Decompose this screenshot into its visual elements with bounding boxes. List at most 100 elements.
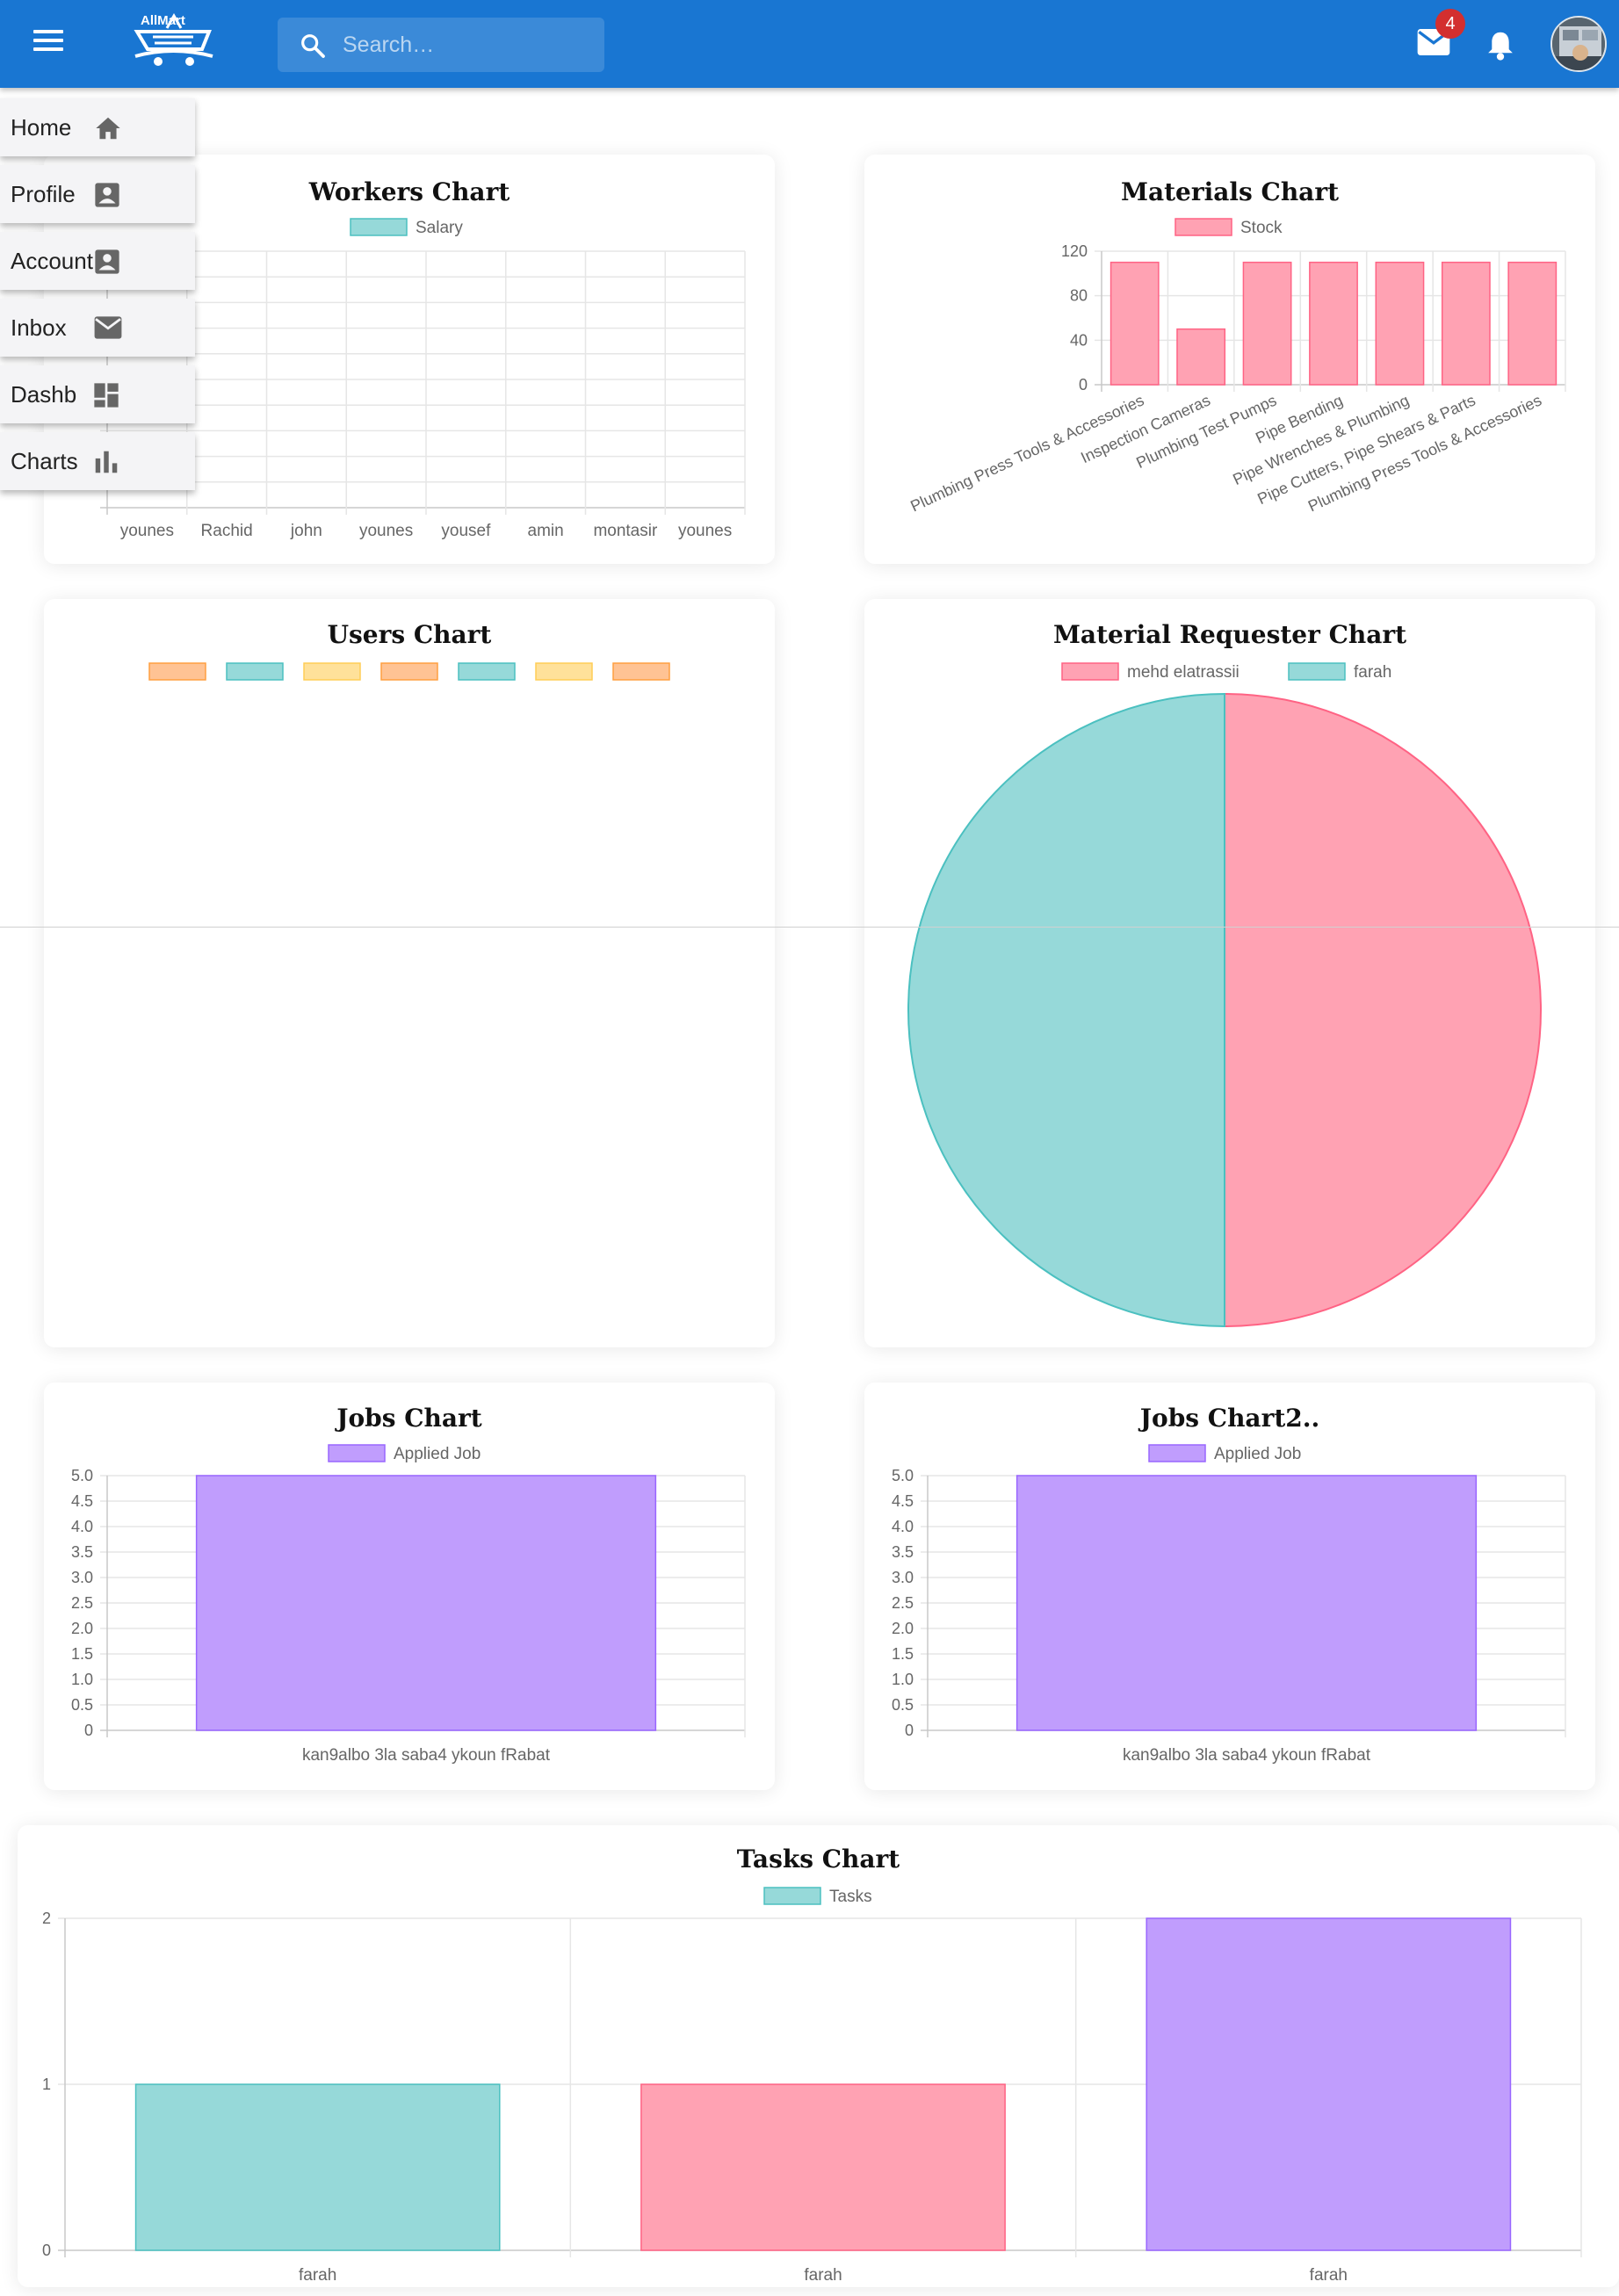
account-box-icon [95,183,119,207]
chart-bar [1441,261,1491,386]
y-tick-label: 1.0 [71,1671,93,1688]
y-tick-label: 3.5 [892,1543,914,1561]
y-tick-label: 2 [42,1910,51,1927]
home-icon [96,117,120,140]
pie-slice [907,692,1225,1328]
workers-chart-card: Workers Chart Salary younes Rachid john youn… [44,155,775,564]
y-tick-label: 3.5 [71,1543,93,1561]
material-requester-chart: mehd elatrassii farah [907,662,1542,1328]
y-tick-label: 5.0 [892,1467,914,1484]
y-tick-label: 0.5 [71,1696,93,1714]
account-box-icon [95,249,119,274]
legend-swatch [1288,662,1346,681]
tasks-chart-card: Tasks Chart Tasks 2 1 0 farah farah farah [18,1825,1619,2287]
chart-bar [1015,1475,1478,1731]
legend-swatch [1148,1444,1206,1462]
x-tick-label: Rachid [201,522,253,540]
dashboard-icon [94,383,119,408]
legend-label: mehd elatrassii [1127,663,1240,682]
sidebar-item-charts[interactable]: Charts [0,432,195,490]
chart-bar [1242,261,1292,386]
sidebar-item-label: Inbox [11,314,67,341]
y-tick-label: 1.5 [892,1645,914,1663]
y-tick-label: 1.5 [71,1645,93,1663]
y-tick-label: 4.5 [892,1492,914,1510]
x-tick-label: younes [120,522,174,540]
legend-swatch [763,1887,821,1905]
material-requester-chart-card: Material Requester Chart mehd elatrassii… [864,599,1595,1347]
legend-swatch [612,662,670,681]
legend-swatch [303,662,361,681]
sidebar-item-inbox[interactable]: Inbox [0,299,195,357]
legend-swatch [148,662,206,681]
y-tick-label: 1.0 [892,1671,914,1688]
y-tick-label: 40 [1070,331,1088,349]
legend-swatch [458,662,516,681]
materials-chart-card: Materials Chart Stock 120 80 40 0 Plumbing Pr… [864,155,1595,564]
x-tick-label: kan9albo 3la saba4 ykoun fRabat [1123,1746,1371,1765]
divider-line [0,927,1619,928]
chart-title: Material Requester Chart [1052,620,1407,649]
hamburger-menu-icon[interactable] [33,30,63,58]
jobs-chart2-card: Jobs Chart2.. Applied Job 5.0 4.5 4.0 3.5 3.0… [864,1383,1595,1790]
chart-bar [134,2083,501,2251]
y-tick-label: 3.0 [892,1569,914,1586]
side-menu: Home Profile Account Inbox Dashb [0,98,195,499]
y-tick-label: 0 [42,2242,51,2259]
legend-label: Applied Job [1214,1445,1301,1463]
y-tick-label: 2.5 [892,1594,914,1612]
search-bar[interactable] [278,18,604,72]
y-tick-label: 4.0 [71,1518,93,1535]
chart-bar [1507,261,1558,386]
notifications-bell-icon[interactable] [1485,30,1515,61]
sidebar-item-home[interactable]: Home [0,98,195,156]
sidebar-item-profile[interactable]: Profile [0,165,195,223]
search-icon [301,34,325,58]
workers-chart: Salary younes Rachid john younes yousef amin mo… [100,218,746,540]
sidebar-item-label: Home [11,114,72,141]
x-tick-label: kan9albo 3la saba4 ykoun fRabat [302,1746,551,1765]
legend-label: Stock [1240,219,1283,237]
allmart-logo[interactable]: AllMart [132,11,215,70]
x-tick-label: amin [528,522,564,540]
y-tick-label: 2.0 [71,1620,93,1637]
legend-swatch [1174,218,1232,236]
x-tick-label: farah [1310,2266,1348,2285]
sidebar-item-dashboard[interactable]: Dashb [0,365,195,423]
y-tick-label: 1 [42,2076,51,2093]
users-chart-card: Users Chart [44,599,775,1347]
jobs-chart2: Applied Job 5.0 4.5 4.0 3.5 3.0 2.5 2.0 1.5 1.0 0.… [892,1444,1566,1765]
x-tick-label: john [290,522,322,540]
x-tick-label: yousef [441,522,491,540]
users-chart [148,662,670,681]
legend-label: Tasks [829,1888,872,1906]
legend-swatch [1061,662,1119,681]
tasks-chart: Tasks 2 1 0 farah farah farah [42,1887,1582,2285]
chart-title: Workers Chart [308,177,510,206]
y-tick-label: 0 [1079,376,1088,393]
app-bar: AllMart 4 [0,0,1619,88]
mail-badge: 4 [1435,9,1465,39]
search-input[interactable] [343,28,589,61]
legend-label: Applied Job [394,1445,481,1463]
pie-slice [1224,692,1542,1328]
sidebar-item-account[interactable]: Account [0,232,195,290]
y-tick-label: 0 [84,1722,93,1739]
x-tick-label: farah [299,2266,336,2285]
sidebar-item-label: Charts [11,448,78,474]
legend-swatch [328,1444,386,1462]
y-tick-label: 4.5 [71,1492,93,1510]
bar-chart-icon [95,451,118,473]
y-tick-label: 2.5 [71,1594,93,1612]
chart-title: Tasks Chart [736,1845,900,1874]
y-tick-label: 0.5 [892,1696,914,1714]
legend-label: farah [1354,663,1391,682]
chart-bar [1109,261,1160,386]
chart-bar [640,2083,1006,2251]
legend-swatch [535,662,593,681]
x-tick-label: farah [804,2266,842,2285]
chart-title: Users Chart [327,620,492,649]
user-avatar[interactable] [1550,16,1607,72]
chart-bar [1176,328,1226,386]
y-tick-label: 4.0 [892,1518,914,1535]
